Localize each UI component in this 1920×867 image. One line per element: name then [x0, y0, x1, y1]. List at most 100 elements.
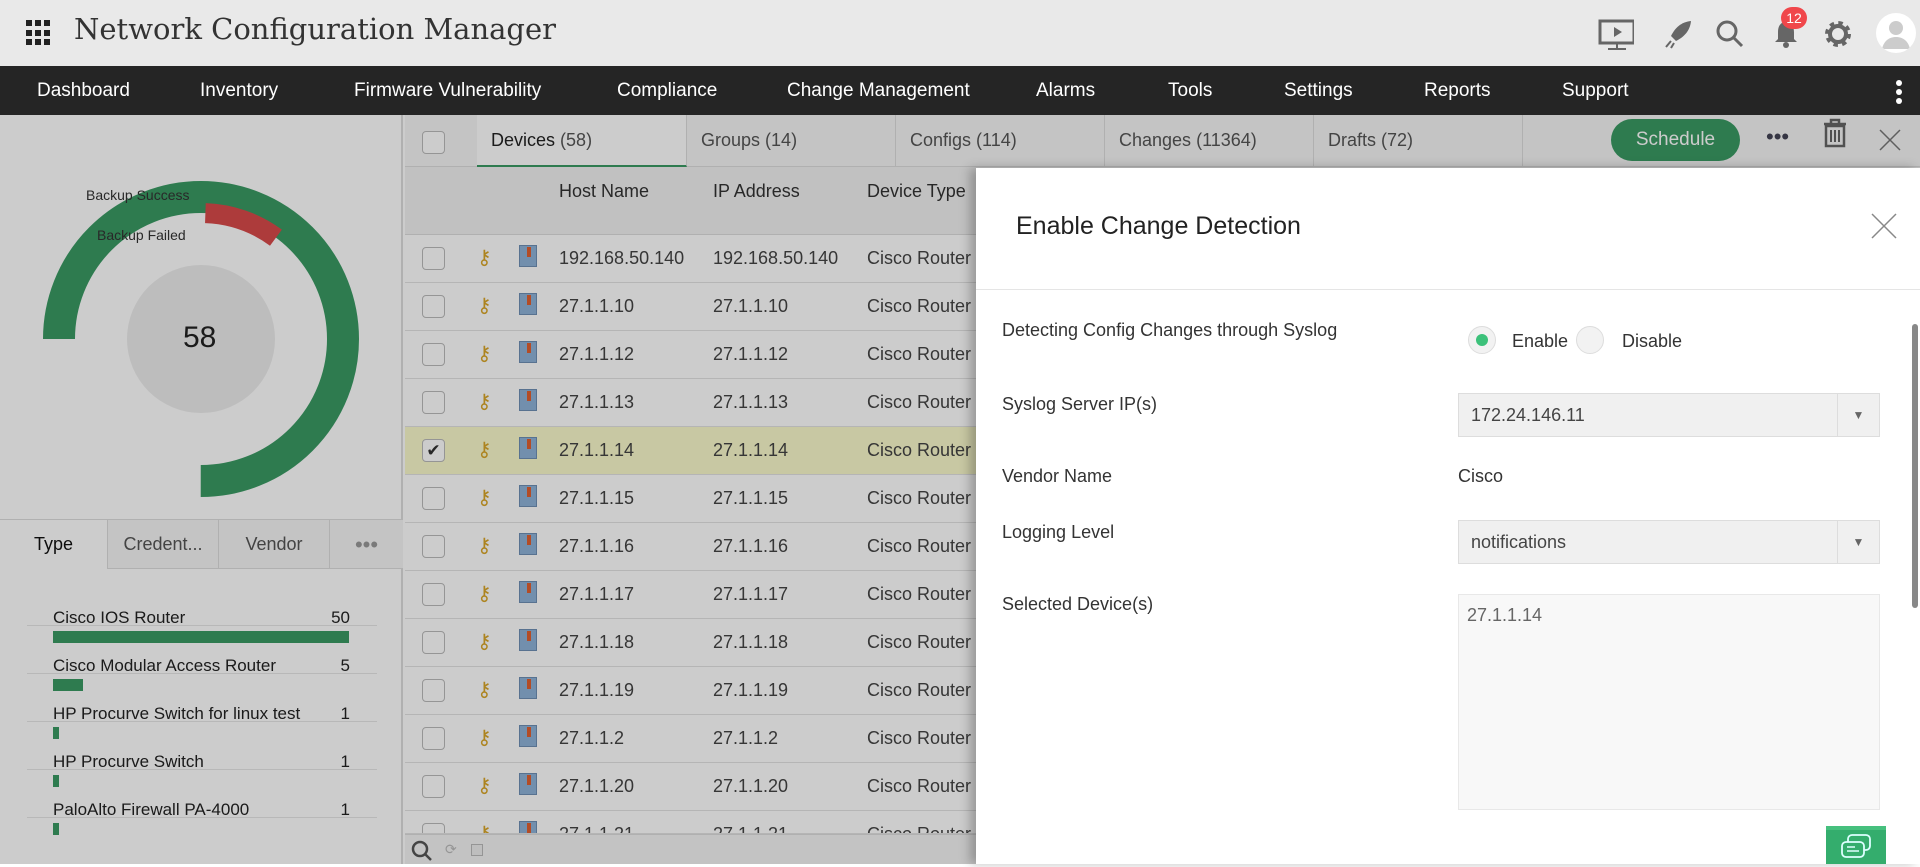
table-row[interactable]: ⚷ 27.1.1.19 27.1.1.19 Cisco Router — [405, 667, 1005, 715]
chat-button[interactable] — [1826, 826, 1886, 864]
credential-key-icon[interactable]: ⚷ — [477, 295, 492, 317]
credential-key-icon[interactable]: ⚷ — [477, 583, 492, 605]
apps-grid-icon[interactable] — [26, 20, 52, 46]
credential-key-icon[interactable]: ⚷ — [477, 391, 492, 413]
table-row[interactable]: ⚷ 27.1.1.16 27.1.1.16 Cisco Router — [405, 523, 1005, 571]
host-name[interactable]: 27.1.1.16 — [559, 536, 635, 556]
credential-key-icon[interactable]: ⚷ — [477, 439, 492, 461]
config-certificate-icon[interactable] — [519, 245, 537, 267]
host-name[interactable]: 27.1.1.17 — [559, 584, 635, 604]
close-icon[interactable] — [1878, 128, 1902, 157]
credential-key-icon[interactable]: ⚷ — [477, 535, 492, 557]
config-certificate-icon[interactable] — [519, 821, 537, 833]
syslog-server-select[interactable]: 172.24.146.11 ▼ — [1458, 393, 1880, 437]
type-list-item[interactable]: HP Procurve Switch 1 — [27, 722, 377, 787]
row-checkbox[interactable]: ✔ — [422, 439, 445, 462]
config-certificate-icon[interactable] — [519, 437, 537, 459]
rocket-icon[interactable] — [1660, 16, 1696, 52]
host-name[interactable]: 192.168.50.140 — [559, 248, 685, 268]
col-ip-address[interactable]: IP Address — [713, 181, 800, 201]
close-icon[interactable] — [1870, 212, 1898, 240]
config-certificate-icon[interactable] — [519, 725, 537, 747]
type-list-item[interactable]: PaloAlto Firewall PA-4000 1 — [27, 770, 377, 835]
host-name[interactable]: 27.1.1.20 — [559, 776, 635, 796]
nav-dashboard[interactable]: Dashboard — [37, 80, 130, 101]
nav-reports[interactable]: Reports — [1424, 80, 1491, 101]
type-list-item[interactable]: Cisco Modular Access Router 5 — [27, 626, 377, 691]
nav-compliance[interactable]: Compliance — [617, 80, 718, 101]
selected-devices-textarea[interactable]: 27.1.1.14 — [1458, 594, 1880, 810]
columns-icon[interactable] — [471, 844, 483, 856]
donut-slice-backup-failed[interactable] — [64, 202, 337, 475]
col-host-name[interactable]: Host Name — [559, 181, 650, 201]
row-checkbox[interactable] — [422, 295, 445, 318]
host-name[interactable]: 27.1.1.15 — [559, 488, 635, 508]
row-checkbox[interactable] — [422, 343, 445, 366]
tab-credential[interactable]: Credent... — [108, 520, 219, 569]
refresh-icon[interactable]: ⟳ — [445, 841, 457, 857]
trash-icon[interactable] — [1822, 118, 1848, 153]
row-checkbox[interactable] — [422, 631, 445, 654]
host-name[interactable]: 27.1.1.2 — [559, 728, 625, 748]
config-certificate-icon[interactable] — [519, 341, 537, 363]
tab-type[interactable]: Type — [0, 520, 108, 569]
credential-key-icon[interactable]: ⚷ — [477, 247, 492, 269]
row-checkbox[interactable] — [422, 679, 445, 702]
config-certificate-icon[interactable] — [519, 773, 537, 795]
type-list-item[interactable]: HP Procurve Switch for linux test 1 — [27, 674, 377, 739]
host-name[interactable]: 27.1.1.14 — [559, 440, 635, 460]
gear-icon[interactable] — [1820, 16, 1856, 52]
credential-key-icon[interactable]: ⚷ — [477, 727, 492, 749]
table-row[interactable]: ⚷ 27.1.1.2 27.1.1.2 Cisco Router — [405, 715, 1005, 763]
select-all-checkbox[interactable] — [422, 131, 445, 154]
config-certificate-icon[interactable] — [519, 581, 537, 603]
host-name[interactable]: 27.1.1.21 — [559, 824, 635, 834]
more-tabs-icon[interactable]: ••• — [354, 532, 379, 557]
presentation-icon[interactable] — [1598, 16, 1634, 52]
config-certificate-icon[interactable] — [519, 533, 537, 555]
nav-support[interactable]: Support — [1562, 80, 1629, 101]
search-icon[interactable] — [411, 840, 433, 862]
row-checkbox[interactable] — [422, 583, 445, 606]
row-checkbox[interactable] — [422, 391, 445, 414]
row-checkbox[interactable] — [422, 727, 445, 750]
scrollbar[interactable] — [1912, 324, 1918, 608]
host-name[interactable]: 27.1.1.10 — [559, 296, 635, 316]
tab-drafts[interactable]: Drafts (72) — [1314, 115, 1523, 167]
config-certificate-icon[interactable] — [519, 293, 537, 315]
enable-radio[interactable] — [1468, 326, 1496, 354]
config-certificate-icon[interactable] — [519, 389, 537, 411]
avatar-icon[interactable] — [1876, 13, 1916, 53]
table-row[interactable]: ⚷ 27.1.1.13 27.1.1.13 Cisco Router — [405, 379, 1005, 427]
host-name[interactable]: 27.1.1.19 — [559, 680, 635, 700]
host-name[interactable]: 27.1.1.13 — [559, 392, 635, 412]
type-list-item[interactable]: Cisco IOS Router 50 — [27, 578, 377, 643]
row-checkbox[interactable] — [422, 775, 445, 798]
disable-radio[interactable] — [1576, 326, 1604, 354]
col-device-type[interactable]: Device Type — [867, 181, 966, 201]
host-name[interactable]: 27.1.1.18 — [559, 632, 635, 652]
more-horizontal-icon[interactable]: ••• — [1766, 124, 1790, 149]
tab-configs[interactable]: Configs (114) — [896, 115, 1105, 167]
table-row[interactable]: ⚷ 27.1.1.17 27.1.1.17 Cisco Router — [405, 571, 1005, 619]
config-certificate-icon[interactable] — [519, 677, 537, 699]
row-checkbox[interactable] — [422, 247, 445, 270]
credential-key-icon[interactable]: ⚷ — [477, 343, 492, 365]
tab-groups[interactable]: Groups (14) — [687, 115, 896, 167]
table-row[interactable]: ⚷ 27.1.1.12 27.1.1.12 Cisco Router — [405, 331, 1005, 379]
table-row[interactable]: ⚷ 192.168.50.140 192.168.50.140 Cisco Route… — [405, 235, 1005, 283]
logging-level-select[interactable]: notifications ▼ — [1458, 520, 1880, 564]
nav-settings[interactable]: Settings — [1284, 80, 1353, 101]
more-vertical-icon[interactable] — [1896, 80, 1904, 107]
tab-devices[interactable]: Devices (58) — [477, 115, 687, 167]
nav-alarms[interactable]: Alarms — [1036, 80, 1096, 101]
table-row[interactable]: ⚷ 27.1.1.20 27.1.1.20 Cisco Router — [405, 763, 1005, 811]
nav-firmware-vulnerability[interactable]: Firmware Vulnerability — [354, 80, 542, 101]
table-row[interactable]: ⚷ 27.1.1.10 27.1.1.10 Cisco Router — [405, 283, 1005, 331]
config-certificate-icon[interactable] — [519, 485, 537, 507]
table-row[interactable]: ✔ ⚷ 27.1.1.14 27.1.1.14 Cisco Router — [405, 427, 1005, 475]
search-icon[interactable] — [1712, 16, 1748, 52]
nav-tools[interactable]: Tools — [1168, 80, 1213, 101]
schedule-button[interactable]: Schedule — [1611, 119, 1740, 161]
row-checkbox[interactable] — [422, 823, 445, 833]
